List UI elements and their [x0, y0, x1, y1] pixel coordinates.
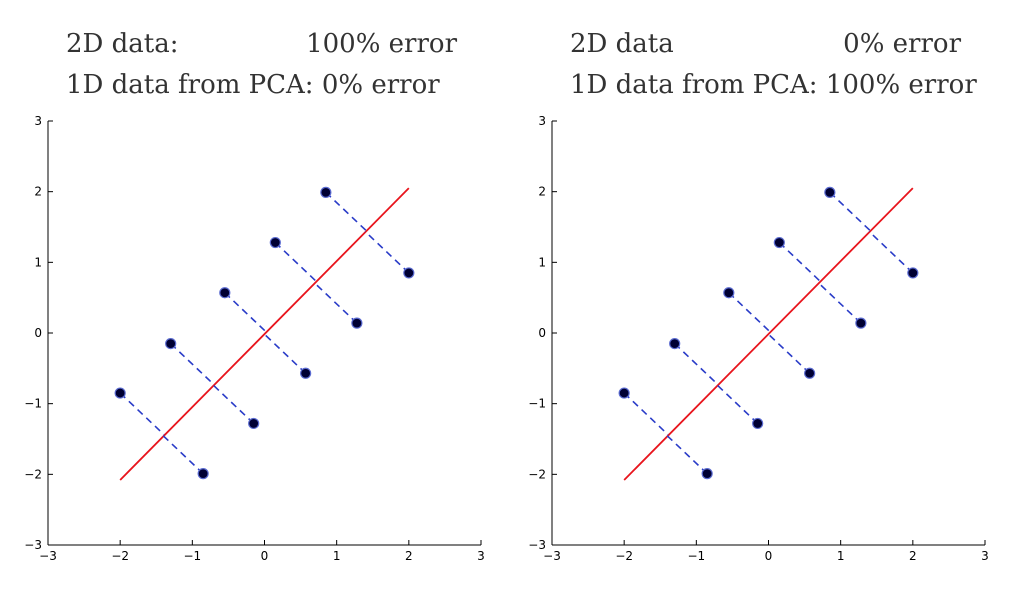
data-point	[320, 186, 332, 198]
x-tick-label: −2	[615, 549, 633, 563]
data-point	[701, 468, 713, 480]
title-line-2: 1D data from PCA: 0% error	[66, 70, 440, 100]
y-tick-label: 0	[34, 326, 42, 340]
projection-line	[778, 241, 821, 282]
title-line-1-right: 0% error	[843, 29, 961, 59]
x-tick-label: 1	[837, 549, 845, 563]
projection-line	[212, 384, 255, 425]
projection-line	[119, 392, 165, 436]
y-tick-label: −3	[528, 538, 546, 552]
data-point	[165, 338, 177, 350]
data-point	[773, 236, 785, 249]
y-tick-label: −2	[528, 467, 546, 481]
data-point	[752, 417, 764, 430]
projection-line	[728, 292, 771, 333]
x-tick-label: 3	[981, 549, 989, 563]
data-point	[197, 468, 209, 480]
data-point	[248, 417, 260, 430]
data-point	[618, 387, 630, 399]
data-point	[114, 387, 126, 399]
x-tick-label: −2	[111, 549, 129, 563]
data-point	[907, 267, 919, 279]
projection-line	[170, 343, 215, 385]
projection-line	[623, 392, 669, 436]
projection-line	[767, 333, 811, 374]
title-line-1-left: 2D data	[570, 29, 674, 59]
data-point	[723, 287, 735, 299]
x-tick-label: 0	[765, 549, 773, 563]
projection-line	[313, 282, 358, 324]
x-tick-label: −3	[543, 549, 561, 563]
y-tick-label: −1	[528, 397, 546, 411]
data-point	[804, 367, 816, 379]
projection-line	[162, 434, 204, 475]
data-point	[351, 317, 363, 329]
data-point	[669, 338, 681, 350]
principal-component-line	[623, 187, 914, 481]
data-point	[219, 287, 231, 299]
principal-component-line	[119, 187, 410, 481]
projection-line	[224, 292, 267, 333]
x-tick-label: −1	[687, 549, 705, 563]
projection-line	[325, 191, 367, 232]
data-point	[269, 236, 281, 249]
x-tick-label: 2	[909, 549, 917, 563]
projection-line	[868, 230, 914, 274]
title-line-2: 1D data from PCA: 100% error	[570, 70, 977, 100]
x-tick-label: −3	[39, 549, 57, 563]
x-tick-label: 2	[405, 549, 413, 563]
x-tick-label: −1	[183, 549, 201, 563]
y-tick-label: 2	[538, 185, 546, 199]
pca-chart-left: 2D data: 100% error 1D data from PCA: 0% e…	[24, 29, 485, 563]
x-tick-label: 0	[261, 549, 269, 563]
y-tick-label: 3	[34, 114, 42, 128]
data-point	[855, 317, 867, 329]
data-point	[824, 186, 836, 198]
data-point	[403, 267, 415, 279]
y-tick-label: −1	[24, 397, 42, 411]
data-point	[300, 367, 312, 379]
projection-line	[716, 384, 759, 425]
projection-line	[674, 343, 719, 385]
x-tick-label: 3	[477, 549, 485, 563]
y-tick-label: −2	[24, 467, 42, 481]
projection-line	[274, 241, 317, 282]
projection-line	[829, 191, 871, 232]
projection-line	[263, 333, 307, 374]
title-line-1-left: 2D data:	[66, 29, 179, 59]
projection-line	[817, 282, 862, 324]
projection-line	[666, 434, 708, 475]
x-tick-label: 1	[333, 549, 341, 563]
title-line-1-right: 100% error	[306, 29, 457, 59]
y-tick-label: 1	[538, 255, 546, 269]
y-tick-label: 1	[34, 255, 42, 269]
pca-chart-right: 2D data 0% error 1D data from PCA: 100% er…	[528, 29, 989, 563]
y-tick-label: 3	[538, 114, 546, 128]
y-tick-label: 2	[34, 185, 42, 199]
y-tick-label: 0	[538, 326, 546, 340]
y-tick-label: −3	[24, 538, 42, 552]
projection-line	[364, 230, 410, 274]
